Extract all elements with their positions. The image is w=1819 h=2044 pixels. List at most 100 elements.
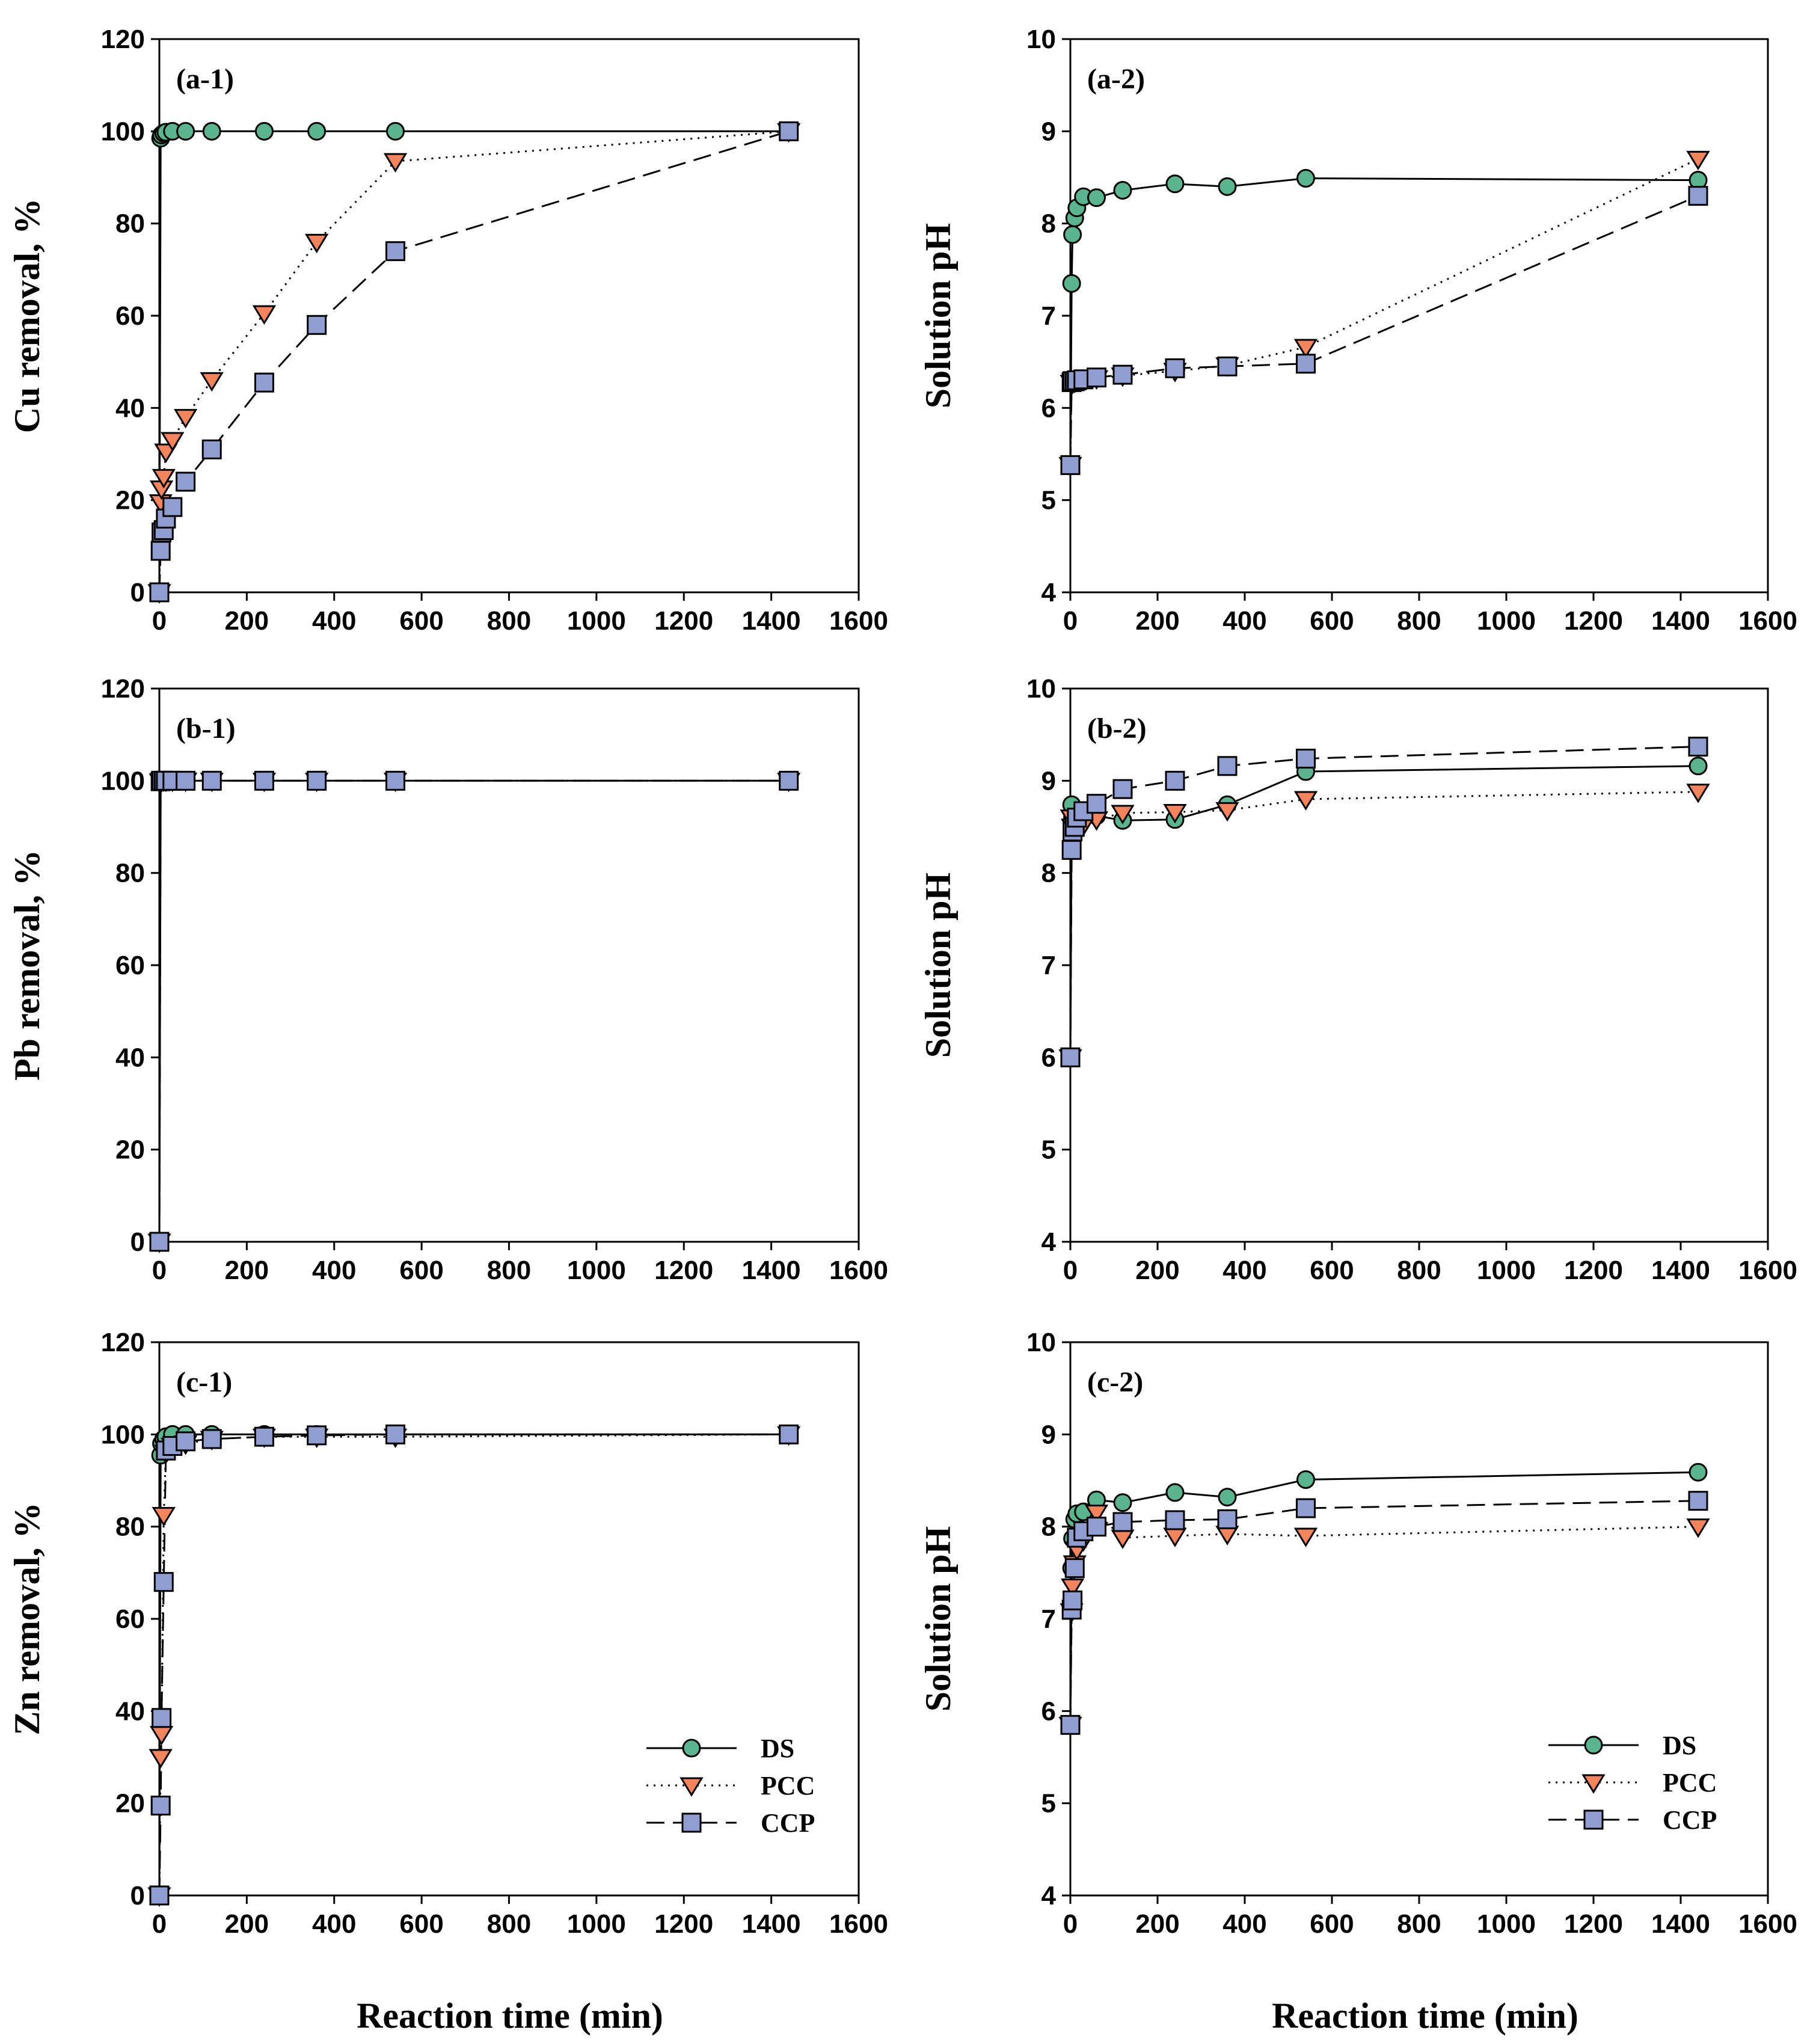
data-point-ccp	[1061, 839, 1082, 860]
x-tick-label: 1600	[829, 1909, 888, 1939]
legend-label-ds: DS	[761, 1734, 794, 1763]
data-point-ccp	[307, 770, 327, 791]
x-tick-label: 1200	[654, 1256, 713, 1285]
y-tick-label: 5	[1041, 1789, 1056, 1818]
y-tick-label: 5	[1041, 486, 1056, 515]
x-tick-label: 400	[1222, 1909, 1266, 1939]
series-line-ds	[158, 130, 789, 593]
data-point-ccp	[1165, 358, 1185, 378]
x-axis-title-right: Reaction time (min)	[1272, 1996, 1578, 2036]
data-point-ds	[202, 121, 221, 141]
data-point-pcc	[1686, 150, 1710, 171]
x-tick-label: 1400	[742, 1256, 801, 1285]
y-tick-label: 9	[1041, 766, 1056, 796]
y-tick-label: 40	[115, 1696, 145, 1726]
data-point-pcc	[161, 432, 185, 452]
y-tick-label: 60	[115, 1604, 145, 1634]
y-tick-label: 0	[130, 1881, 145, 1910]
x-tick-label: 400	[312, 1256, 356, 1285]
x-tick-label: 400	[312, 1909, 356, 1939]
x-tick-label: 200	[1135, 1256, 1179, 1285]
legend-label-pcc: PCC	[761, 1771, 815, 1800]
data-point-ccp	[1296, 1498, 1316, 1518]
y-tick-label: 120	[101, 674, 145, 704]
data-point-ccp	[1217, 356, 1238, 376]
x-tick-label: 1600	[1738, 1909, 1797, 1939]
x-tick-label: 1200	[1564, 1909, 1623, 1939]
series-line-ccp	[158, 779, 789, 1242]
data-point-ccp	[1165, 770, 1185, 791]
y-tick-label: 7	[1041, 951, 1056, 980]
y-tick-label: 60	[115, 301, 145, 331]
plot-frame	[1069, 38, 1769, 594]
series-line-ccp	[1069, 746, 1699, 1058]
y-tick-label: 0	[130, 578, 145, 607]
data-point-ccp	[1060, 1714, 1081, 1735]
x-tick-label: 800	[1397, 606, 1441, 636]
data-point-pcc	[1084, 1505, 1109, 1524]
y-tick-label: 60	[115, 951, 145, 980]
x-tick-label: 1000	[1477, 606, 1536, 636]
series-line-ccp	[1069, 195, 1699, 465]
y-tick-label: 9	[1041, 1420, 1056, 1449]
data-point-ccp	[1217, 756, 1238, 776]
legend-label-ccp: CCP	[1663, 1805, 1717, 1835]
y-axis-label: Cu removal, %	[7, 198, 47, 434]
y-axis-label: Solution pH	[918, 1526, 958, 1711]
data-point-ds	[1165, 174, 1185, 194]
data-point-ds	[1062, 274, 1081, 293]
data-point-pcc	[1111, 805, 1135, 824]
data-point-ccp	[150, 541, 171, 561]
x-tick-label: 600	[399, 606, 443, 636]
data-point-ccp	[307, 315, 327, 335]
data-point-ccp	[1060, 455, 1081, 475]
series-line-pcc	[1069, 158, 1699, 465]
data-point-ccp	[1112, 364, 1133, 385]
data-point-pcc	[149, 1726, 174, 1746]
data-point-ccp	[1217, 1509, 1238, 1529]
legend-marker-ccp	[1583, 1809, 1604, 1830]
x-tick-label: 200	[225, 1256, 269, 1285]
legend-label-pcc: PCC	[1663, 1768, 1717, 1797]
data-point-ds	[386, 121, 405, 141]
data-point-ds	[254, 121, 274, 141]
y-tick-label: 10	[1026, 1328, 1056, 1357]
x-tick-label: 400	[1222, 606, 1266, 636]
y-tick-label: 20	[115, 1789, 145, 1818]
data-point-ds	[1689, 757, 1708, 776]
panel-tag: (b-2)	[1087, 713, 1147, 744]
panel-tag: (a-2)	[1087, 63, 1145, 95]
y-tick-label: 120	[101, 25, 145, 54]
x-tick-label: 1000	[567, 1256, 626, 1285]
legend-marker-pcc	[1581, 1774, 1606, 1794]
data-point-pcc	[152, 468, 176, 489]
legend: DS PCC CCP	[646, 1734, 815, 1838]
x-tick-label: 0	[1063, 1256, 1078, 1285]
x-tick-label: 0	[152, 1256, 167, 1285]
y-tick-label: 6	[1041, 1043, 1056, 1072]
data-point-ccp	[153, 1572, 174, 1592]
data-point-pcc	[149, 1749, 173, 1769]
x-tick-label: 1400	[1651, 606, 1710, 636]
x-tick-label: 1000	[1477, 1256, 1536, 1285]
y-tick-label: 120	[101, 1328, 145, 1357]
y-tick-label: 8	[1041, 1512, 1056, 1542]
data-point-ccp	[201, 1429, 222, 1449]
panel-c-2: 0 200 400 600 800 1000 1200 1400 1600 4 5 6 7 8 9 10 Sol…	[918, 1328, 1797, 1939]
data-point-ccp	[1087, 367, 1106, 388]
x-tick-label: 600	[1310, 606, 1354, 636]
data-point-ccp	[176, 1431, 196, 1452]
data-point-pcc	[1686, 1518, 1710, 1538]
y-tick-label: 4	[1041, 578, 1057, 607]
series-line-ds	[1069, 177, 1699, 465]
data-point-ccp	[779, 770, 799, 791]
legend-marker-ds	[1584, 1736, 1603, 1755]
x-tick-label: 1400	[742, 1909, 801, 1939]
y-tick-label: 7	[1041, 301, 1056, 331]
legend-label-ds: DS	[1663, 1731, 1696, 1760]
data-point-ccp	[1296, 749, 1316, 769]
data-point-ccp	[1688, 737, 1708, 757]
y-tick-label: 4	[1041, 1881, 1057, 1910]
panel-b-2: 0 200 400 600 800 1000 1200 1400 1600 4 5 6 7 8 9 10 Sol…	[918, 674, 1797, 1285]
data-point-ds	[1296, 1470, 1315, 1489]
